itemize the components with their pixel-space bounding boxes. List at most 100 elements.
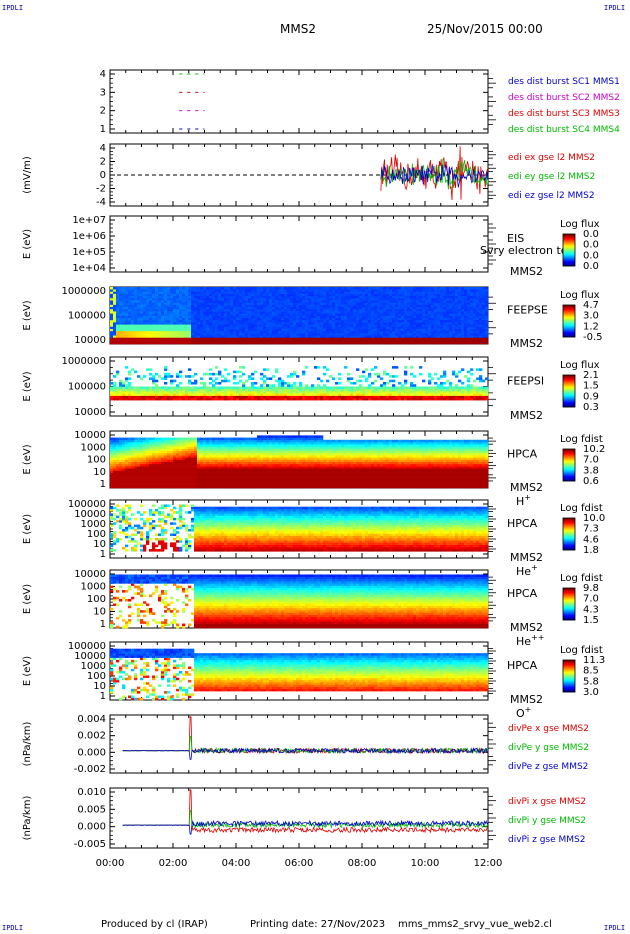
feepse-heatmap-cell bbox=[308, 324, 312, 327]
feepse-heatmap-cell bbox=[179, 311, 183, 314]
feepse-heatmap-cell bbox=[344, 322, 348, 325]
feepsi-heatmap-cell bbox=[116, 386, 120, 390]
feepse-heatmap-cell bbox=[476, 304, 480, 308]
feepse-heatmap-cell bbox=[341, 326, 345, 329]
feepse-heatmap-cell bbox=[251, 300, 255, 303]
feepse-heatmap-cell bbox=[476, 308, 480, 312]
feepse-heatmap-cell bbox=[269, 311, 273, 314]
feepse-heatmap-cell bbox=[200, 304, 204, 308]
feepsi-colorbar-step bbox=[563, 405, 575, 407]
feepse-heatmap-cell bbox=[266, 313, 270, 316]
feepse-heatmap-cell bbox=[221, 317, 225, 321]
feepse-heatmap-cell bbox=[380, 317, 384, 321]
feepse-heatmap-cell bbox=[362, 313, 366, 316]
feepsi-heatmap-cell bbox=[143, 395, 147, 399]
feepse-heatmap-cell bbox=[281, 311, 285, 314]
feepse-heatmap-cell bbox=[383, 341, 387, 345]
feepse-heatmap-cell bbox=[140, 341, 144, 345]
feepsi-heatmap-cell bbox=[239, 393, 243, 396]
feepse-heatmap-cell bbox=[275, 322, 279, 325]
feepsi-heatmap-cell bbox=[437, 397, 441, 401]
feepsi-heatmap-cell bbox=[428, 395, 432, 399]
feepse-heatmap-cell bbox=[485, 335, 489, 338]
feepse-heatmap-cell bbox=[263, 308, 267, 312]
feepse-heatmap-cell bbox=[176, 335, 180, 338]
feepse-heatmap-cell bbox=[458, 315, 462, 318]
feepse-heatmap-cell bbox=[359, 333, 363, 336]
feepse-heatmap-cell bbox=[335, 291, 339, 294]
feepse-heatmap-cell bbox=[407, 319, 411, 323]
feepse-heatmap-cell bbox=[377, 308, 381, 312]
feepsi-heatmap-cell bbox=[461, 381, 465, 385]
feepse-heatmap-cell bbox=[149, 302, 153, 305]
feepse-heatmap-cell bbox=[266, 330, 270, 334]
feepsi-heatmap-cell bbox=[431, 391, 435, 394]
feepse-heatmap-cell bbox=[320, 337, 324, 340]
feepse-heatmap-cell bbox=[437, 293, 441, 297]
feepsi-heatmap-cell bbox=[365, 368, 369, 371]
feepse-heatmap-cell bbox=[410, 339, 414, 343]
feepse-heatmap-cell bbox=[317, 319, 321, 323]
feepse-heatmap-cell bbox=[281, 341, 285, 345]
feepse-heatmap-cell bbox=[386, 339, 390, 343]
feepse-heatmap-cell bbox=[113, 308, 117, 312]
feepse-heatmap-cell bbox=[287, 341, 291, 345]
feepse-heatmap-cell bbox=[290, 319, 294, 323]
hpca_h-heatmap-cell bbox=[110, 472, 114, 476]
feepse-heatmap-cell bbox=[329, 322, 333, 325]
feepse-heatmap-cell bbox=[143, 293, 147, 297]
feepse-heatmap-cell bbox=[233, 330, 237, 334]
feepsi-heatmap-cell bbox=[332, 377, 336, 380]
feepsi-heatmap-cell bbox=[116, 372, 120, 376]
feepsi-heatmap-cell bbox=[374, 372, 378, 376]
feepse-heatmap-cell bbox=[443, 339, 447, 343]
feepse-heatmap-cell bbox=[323, 315, 327, 318]
feepse-heatmap-cell bbox=[269, 326, 273, 329]
feepse-heatmap-cell bbox=[263, 311, 267, 314]
feepse-heatmap-cell bbox=[437, 302, 441, 305]
feepse-heatmap-cell bbox=[413, 300, 417, 303]
feepse-heatmap-cell bbox=[272, 297, 276, 301]
feepse-heatmap-cell bbox=[431, 328, 435, 332]
feepse-heatmap-cell bbox=[449, 333, 453, 336]
feepse-heatmap-cell bbox=[374, 335, 378, 338]
feepse-heatmap-cell bbox=[272, 317, 276, 321]
feepse-heatmap-cell bbox=[266, 297, 270, 301]
feepse-heatmap-cell bbox=[413, 302, 417, 305]
feepse-heatmap-cell bbox=[263, 322, 267, 325]
feepse-heatmap-cell bbox=[317, 308, 321, 312]
feepse-heatmap-cell bbox=[332, 315, 336, 318]
feepse-heatmap-cell bbox=[335, 337, 339, 340]
feepse-heatmap-cell bbox=[242, 319, 246, 323]
feepsi-heatmap-cell bbox=[464, 393, 468, 396]
feepse-heatmap-cell bbox=[458, 317, 462, 321]
feepse-heatmap-cell bbox=[233, 304, 237, 308]
feepsi-heatmap-cell bbox=[353, 395, 357, 399]
feepsi-heatmap-cell bbox=[173, 395, 177, 399]
feepsi-heatmap-cell bbox=[440, 393, 444, 396]
feepse-heatmap-cell bbox=[395, 304, 399, 308]
feepse-heatmap-cell bbox=[185, 304, 189, 308]
feepse-heatmap-cell bbox=[248, 293, 252, 297]
feepse-heatmap-cell bbox=[437, 304, 441, 308]
feepsi-heatmap-cell bbox=[164, 381, 168, 385]
feepsi-heatmap-cell bbox=[458, 393, 462, 396]
feepse-heatmap-cell bbox=[278, 317, 282, 321]
feepse-heatmap-cell bbox=[140, 306, 144, 310]
feepse-heatmap-cell bbox=[410, 328, 414, 332]
feepsi-heatmap-cell bbox=[359, 393, 363, 396]
feepse-heatmap-cell bbox=[134, 291, 138, 294]
feepse-heatmap-cell bbox=[452, 328, 456, 332]
feepse-heatmap-cell bbox=[167, 297, 171, 301]
feepse-heatmap-cell bbox=[269, 304, 273, 308]
feepse-heatmap-cell bbox=[239, 308, 243, 312]
hpca_h-heatmap-cell bbox=[110, 466, 114, 469]
feepse-colorbar-step bbox=[563, 330, 575, 332]
feepsi-heatmap-cell bbox=[374, 395, 378, 399]
feepsi-heatmap-cell bbox=[434, 381, 438, 385]
feepsi-heatmap-cell bbox=[155, 386, 159, 390]
feepse-heatmap-cell bbox=[464, 291, 468, 294]
feepse-heatmap-cell bbox=[278, 293, 282, 297]
feepse-heatmap-cell bbox=[161, 337, 165, 340]
feepse-heatmap-cell bbox=[218, 295, 222, 299]
